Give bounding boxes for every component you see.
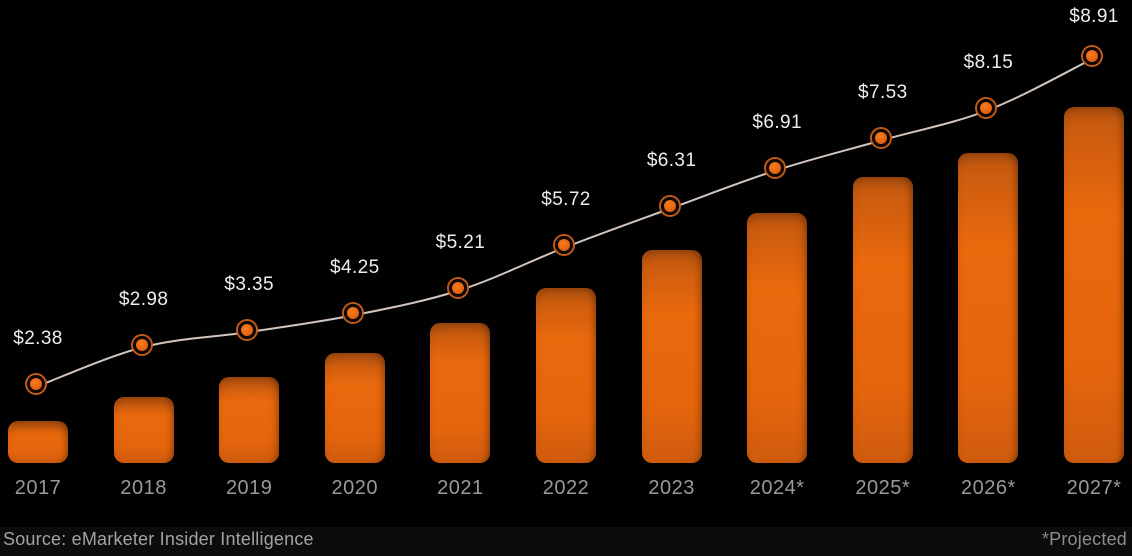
category-label-2023: 2023 xyxy=(648,477,695,499)
value-label-2021: $5.21 xyxy=(435,232,486,253)
line-marker-2027 xyxy=(1083,47,1101,65)
line-marker-2019 xyxy=(238,321,257,339)
value-label-2026: $8.15 xyxy=(963,52,1014,73)
value-label-2025: $7.53 xyxy=(858,82,908,103)
bar-2017 xyxy=(8,421,68,463)
line-marker-2025 xyxy=(871,129,890,147)
value-label-2023: $6.31 xyxy=(646,150,697,171)
footer-strip xyxy=(0,527,1132,556)
line-marker-2021 xyxy=(449,279,468,297)
value-label-2024: $6.91 xyxy=(752,112,802,133)
bar-2019 xyxy=(219,377,280,463)
projected-footnote: *Projected xyxy=(1041,529,1127,549)
bar-2024 xyxy=(747,213,808,463)
category-label-2019: 2019 xyxy=(225,477,273,499)
category-label-2022: 2022 xyxy=(542,477,590,499)
category-label-2025: 2025* xyxy=(855,477,911,499)
line-marker-2024 xyxy=(766,159,785,177)
bar-2020 xyxy=(324,353,385,463)
category-label-2017: 2017 xyxy=(14,477,62,499)
bar-2021 xyxy=(430,323,491,463)
category-label-2024: 2024* xyxy=(749,477,805,499)
line-marker-2020 xyxy=(343,304,362,322)
category-label-2027: 2027* xyxy=(1066,477,1122,499)
bar-2022 xyxy=(536,288,596,463)
bar-2018 xyxy=(113,397,174,463)
bar-2025 xyxy=(852,177,913,463)
chart-footer: Source: eMarketer Insider Intelligence *… xyxy=(3,529,1127,550)
source-text: Source: eMarketer Insider Intelligence xyxy=(3,529,314,549)
value-label-2027: $8.91 xyxy=(1069,6,1119,27)
value-label-2019: $3.35 xyxy=(224,274,274,295)
line-marker-2022 xyxy=(555,236,573,254)
value-label-2020: $4.25 xyxy=(330,257,380,278)
bar-2023 xyxy=(641,250,702,463)
line-marker-2017 xyxy=(27,375,45,393)
category-label-2020: 2020 xyxy=(331,477,379,499)
line-marker-2018 xyxy=(132,336,151,354)
line-marker-2023 xyxy=(660,197,679,215)
value-label-2018: $2.98 xyxy=(118,289,169,310)
bar-2026 xyxy=(958,153,1019,463)
line-marker-2026 xyxy=(977,99,996,117)
category-label-2021: 2021 xyxy=(437,477,484,499)
bar-2027 xyxy=(1064,107,1124,463)
value-label-2017: $2.38 xyxy=(13,328,63,349)
category-label-2026: 2026* xyxy=(961,477,1016,499)
value-label-2022: $5.72 xyxy=(541,189,591,210)
category-label-2018: 2018 xyxy=(120,477,167,499)
